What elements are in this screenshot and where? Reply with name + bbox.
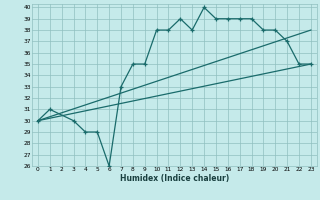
X-axis label: Humidex (Indice chaleur): Humidex (Indice chaleur) <box>120 174 229 183</box>
